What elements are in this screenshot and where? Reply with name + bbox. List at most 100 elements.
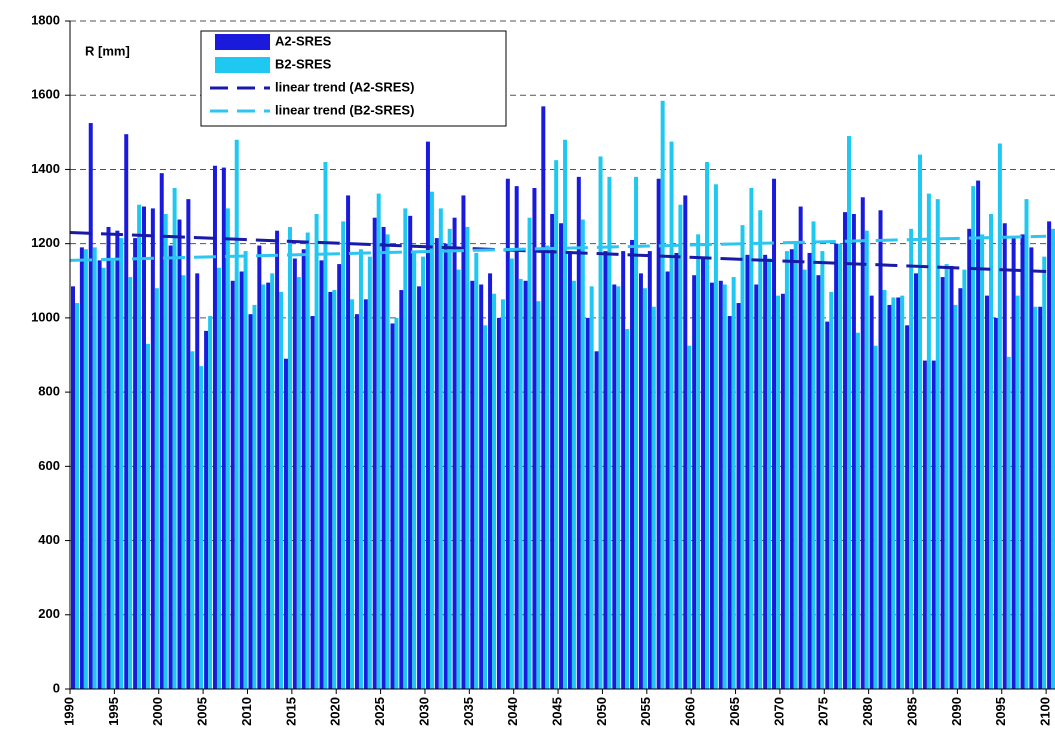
bar [261, 284, 266, 689]
bar [780, 293, 785, 689]
bar [571, 280, 576, 689]
bar [154, 288, 159, 689]
x-tick-label: 2085 [904, 697, 919, 726]
bar [145, 343, 150, 689]
bar [642, 288, 647, 689]
legend-label: linear trend (A2-SRES) [275, 79, 414, 94]
bar [1038, 306, 1043, 689]
x-tick-label: 2080 [860, 697, 875, 726]
bar [159, 173, 164, 690]
bar [488, 273, 493, 689]
bar [834, 243, 839, 689]
bar [993, 317, 998, 689]
bar [559, 223, 564, 689]
bar [394, 317, 399, 689]
bar [545, 245, 550, 689]
bar [301, 249, 306, 689]
bar [150, 208, 155, 689]
bar [1011, 238, 1016, 689]
bar [1006, 356, 1011, 689]
bar [71, 286, 75, 689]
bar [914, 273, 919, 689]
bar [630, 239, 635, 689]
bar [918, 154, 923, 690]
bar [656, 178, 661, 689]
bar [110, 258, 115, 689]
bar [292, 258, 297, 689]
bar [580, 219, 585, 690]
x-tick-label: 2090 [949, 697, 964, 726]
legend-swatch [215, 57, 270, 73]
bars [69, 100, 1055, 690]
bar [829, 291, 834, 689]
bar [1033, 306, 1038, 689]
bar [882, 290, 887, 689]
bar [341, 221, 346, 689]
bar [767, 258, 772, 689]
bar [638, 273, 643, 689]
bar [776, 295, 781, 689]
bar [412, 252, 417, 689]
legend: A2-SRES B2-SRES linear trend (A2-SRES) line… [200, 30, 507, 127]
bar [905, 325, 910, 689]
bar [181, 275, 186, 689]
y-tick-label: 1600 [31, 87, 60, 102]
bar [900, 295, 905, 689]
bar [962, 269, 967, 689]
bar [594, 351, 599, 689]
bar [958, 288, 963, 689]
bar [452, 217, 457, 689]
bar [563, 139, 568, 689]
bar [864, 230, 869, 689]
bar [705, 162, 710, 689]
bar [332, 290, 337, 689]
bar [141, 206, 146, 690]
bar [186, 199, 191, 689]
bar [1002, 223, 1007, 689]
bar [79, 247, 84, 689]
bar [678, 204, 683, 689]
bar [390, 323, 395, 689]
bar [257, 245, 262, 689]
bar [727, 316, 732, 689]
bar [83, 249, 88, 689]
bar [1029, 247, 1034, 689]
bar [230, 280, 235, 689]
bar [576, 176, 581, 689]
bar [500, 299, 505, 689]
bar [967, 228, 972, 690]
bar [346, 195, 351, 689]
bar [523, 280, 528, 689]
bar [687, 345, 692, 689]
bar [811, 221, 816, 689]
x-tick-label: 2010 [239, 697, 254, 726]
bar [483, 325, 488, 689]
bar [367, 256, 372, 689]
bar [163, 213, 168, 689]
bar [337, 264, 342, 689]
bar [296, 277, 301, 689]
bar [88, 123, 93, 690]
bar [443, 243, 448, 689]
bar [266, 282, 271, 689]
bar [470, 280, 475, 689]
bar [603, 251, 608, 690]
bar [784, 251, 789, 690]
bar [456, 269, 461, 689]
bar [669, 141, 674, 690]
y-tick-label: 200 [38, 606, 60, 621]
bar [239, 271, 244, 689]
bar [878, 210, 883, 689]
bar [204, 330, 209, 689]
bar [589, 286, 594, 689]
x-tick-label: 2025 [372, 697, 387, 726]
x-tick-label: 2000 [150, 697, 165, 726]
y-tick-label: 1200 [31, 235, 60, 250]
bar [754, 284, 759, 689]
bar [1047, 221, 1052, 689]
bar [922, 360, 927, 689]
bar [509, 258, 514, 689]
bar [807, 252, 812, 689]
x-tick-label: 2035 [461, 697, 476, 726]
bar [376, 193, 381, 690]
